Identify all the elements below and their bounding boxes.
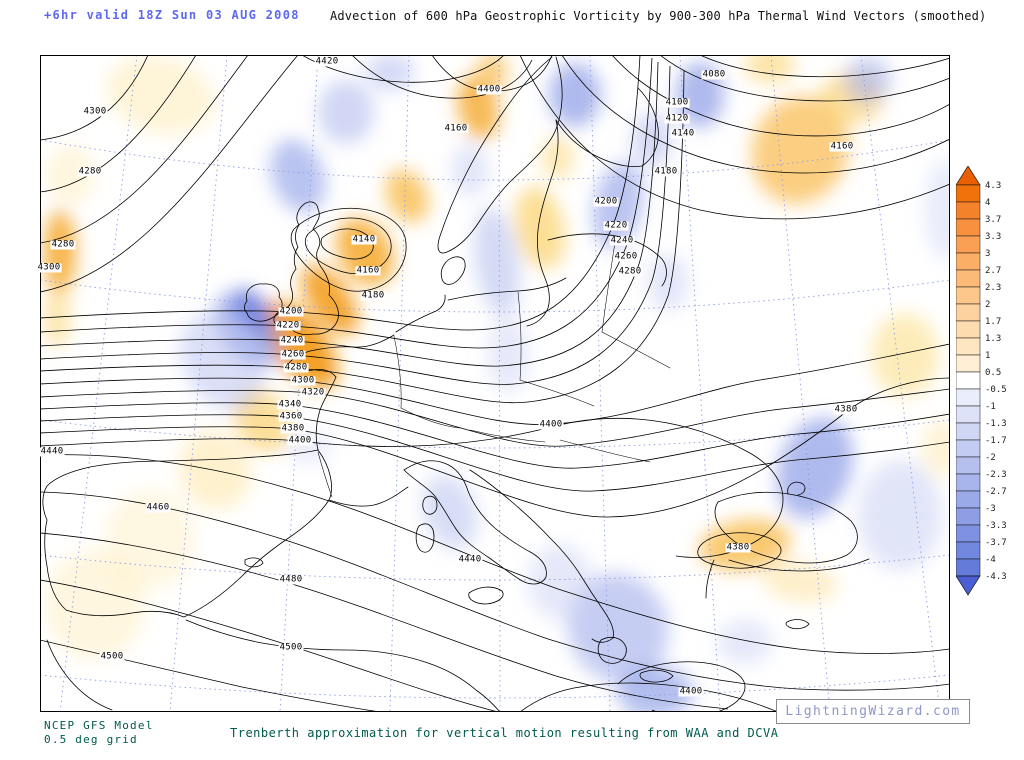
colorbar-segment [955, 218, 981, 237]
map-canvas [40, 55, 950, 712]
colorbar-tick-label: -2 [985, 453, 996, 463]
advection-shading-layer [44, 56, 949, 711]
colorbar-segment [955, 541, 981, 560]
colorbar-segment [955, 337, 981, 356]
colorbar-tick-label: -0.5 [985, 385, 1007, 395]
colorbar-arrow-up [955, 165, 981, 186]
colorbar-segment [955, 422, 981, 441]
colorbar-segment [955, 252, 981, 271]
forecast-valid-time: +6hr valid 18Z Sun 03 AUG 2008 [44, 8, 300, 22]
colorbar-tick-label: 4 [985, 198, 990, 208]
colorbar-arrow-down [955, 575, 981, 596]
colorbar-tick-label: 1.7 [985, 317, 1001, 327]
colorbar-tick-label: 4.3 [985, 181, 1001, 191]
colorbar-segment [955, 201, 981, 220]
watermark-link[interactable]: LightningWizard.com [776, 699, 970, 724]
colorbar-tick-label: 1 [985, 351, 990, 361]
colorbar-tick-label: -3.7 [985, 538, 1007, 548]
map-border [40, 55, 950, 712]
colorbar-tick-label: 0.5 [985, 368, 1001, 378]
colorbar-segment [955, 371, 981, 390]
colorbar-tick-label: 2.7 [985, 266, 1001, 276]
colorbar-tick-label: -4 [985, 555, 996, 565]
colorbar-tick-label: 3.7 [985, 215, 1001, 225]
colorbar-segment [955, 439, 981, 458]
model-info: NCEP GFS Model 0.5 deg grid [44, 719, 154, 747]
colorbar-segment [955, 558, 981, 577]
colorbar-tick-label: 2.3 [985, 283, 1001, 293]
method-caption: Trenberth approximation for vertical mot… [230, 726, 779, 740]
colorbar-tick-label: -1.3 [985, 419, 1007, 429]
colorbar-segment [955, 286, 981, 305]
model-name: NCEP GFS Model [44, 719, 154, 732]
graticule-layer [41, 56, 949, 711]
model-grid: 0.5 deg grid [44, 733, 138, 746]
colorbar-segment [955, 473, 981, 492]
colorbar-segment [955, 524, 981, 543]
colorbar-segment [955, 388, 981, 407]
colorbar-segment [955, 303, 981, 322]
colorbar-segment [955, 456, 981, 475]
colorbar-tick-label: -1.7 [985, 436, 1007, 446]
colorbar-tick-label: 3.3 [985, 232, 1001, 242]
colorbar-segment [955, 269, 981, 288]
colorbar-segment [955, 320, 981, 339]
colorbar-tick-label: -3 [985, 504, 996, 514]
colorbar-segment [955, 354, 981, 373]
colorbar-tick-label: -4.3 [985, 572, 1007, 582]
colorbar-tick-label: 3 [985, 249, 990, 259]
colorbar-tick-label: 1.3 [985, 334, 1001, 344]
colorbar-tick-label: -1 [985, 402, 996, 412]
colorbar: 4.3 4 3.7 3.3 3 2.7 2.3 2 1.7 1.3 1 0.5 -0.5 -1 -1.3 -1… [955, 165, 1024, 596]
colorbar-segment [955, 184, 981, 203]
contour-layer [41, 56, 949, 711]
colorbar-segment [955, 507, 981, 526]
colorbar-tick-label: -2.3 [985, 470, 1007, 480]
colorbar-segment [955, 405, 981, 424]
coastline-layer [42, 56, 870, 711]
chart-title: Advection of 600 hPa Geostrophic Vortici… [330, 9, 987, 23]
weather-map [40, 55, 950, 712]
colorbar-tick-label: -3.3 [985, 521, 1007, 531]
colorbar-segment [955, 490, 981, 509]
colorbar-tick-label: -2.7 [985, 487, 1007, 497]
colorbar-tick-label: 2 [985, 300, 990, 310]
colorbar-segment [955, 235, 981, 254]
